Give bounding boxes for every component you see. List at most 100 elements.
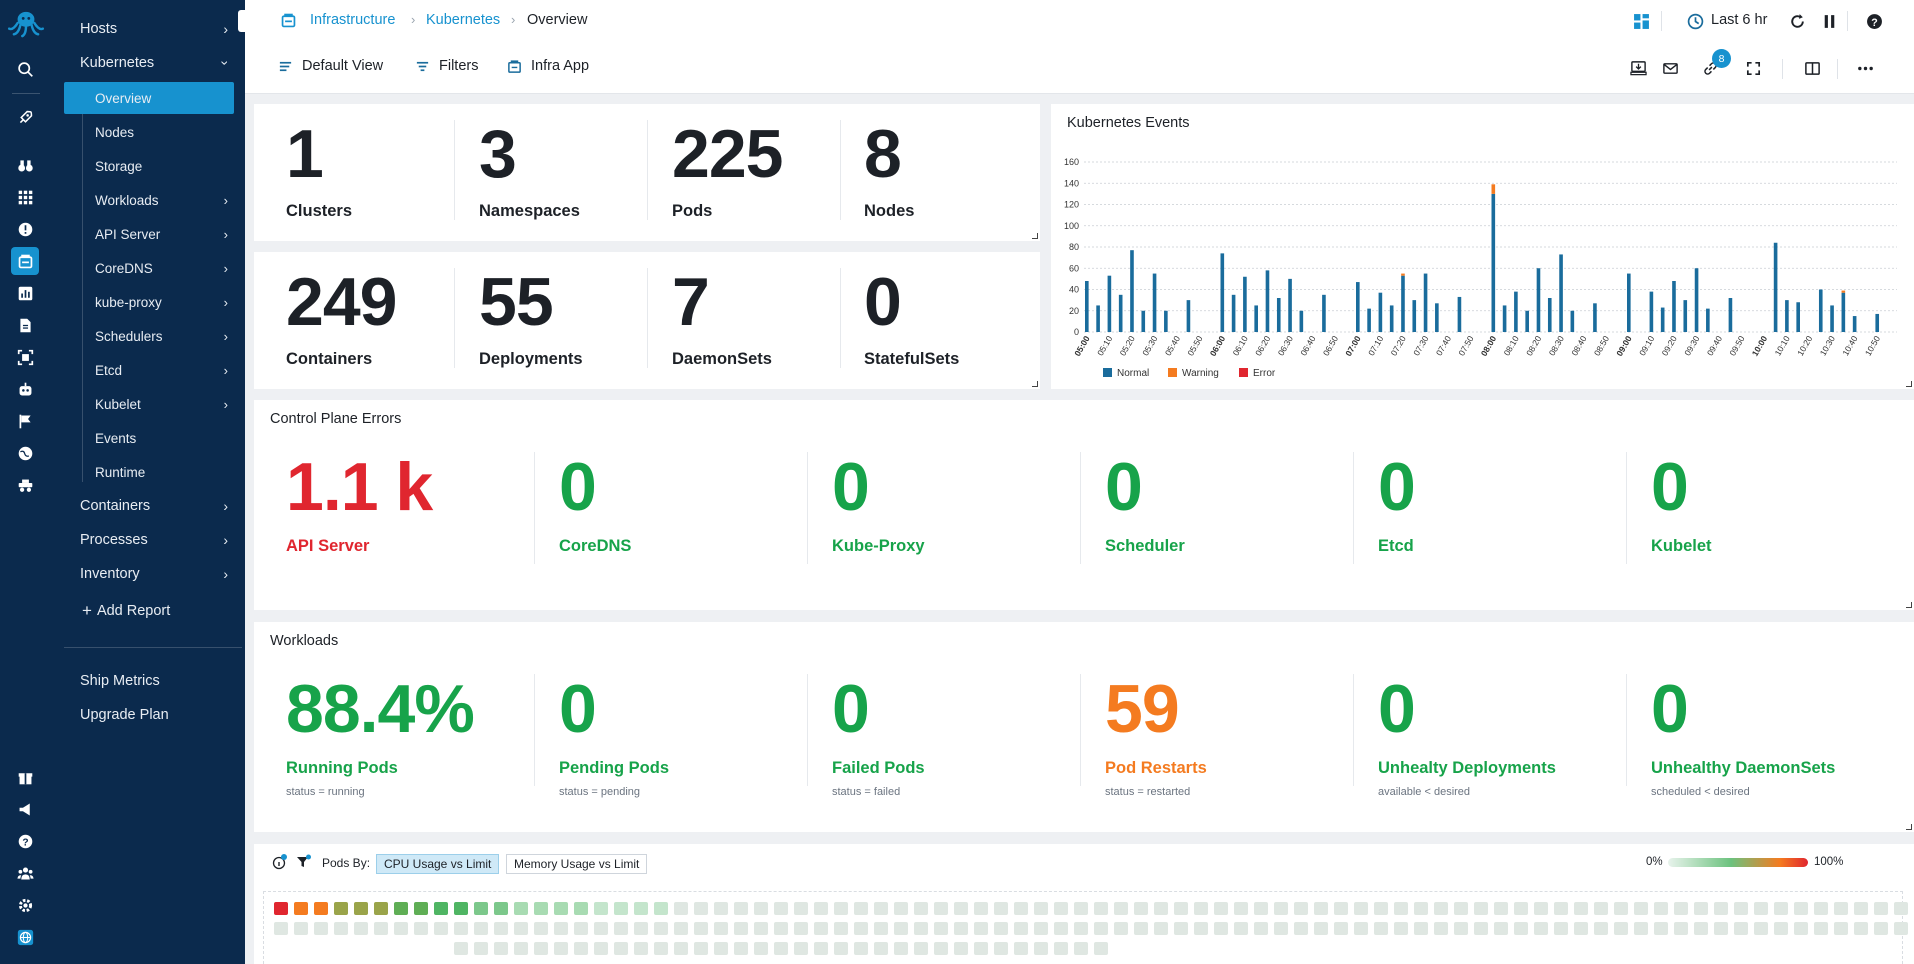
filters-button[interactable]: Filters: [415, 58, 478, 74]
pod-cell[interactable]: [454, 902, 468, 915]
tab-cpu-usage[interactable]: CPU Usage vs Limit: [376, 854, 500, 874]
pod-cell[interactable]: [1694, 922, 1708, 935]
pod-cell[interactable]: [814, 942, 828, 955]
pod-cell[interactable]: [434, 902, 448, 915]
nav-sub-runtime[interactable]: Runtime: [64, 456, 234, 488]
pod-cell[interactable]: [1334, 922, 1348, 935]
pod-cell[interactable]: [1434, 922, 1448, 935]
pod-cell[interactable]: [954, 942, 968, 955]
pod-cell[interactable]: [1874, 922, 1888, 935]
pod-cell[interactable]: [1074, 902, 1088, 915]
pod-cell[interactable]: [1894, 922, 1908, 935]
nav-sub-workloads[interactable]: Workloads ›: [64, 184, 234, 216]
resize-handle-icon[interactable]: [1032, 381, 1038, 387]
pod-cell[interactable]: [1734, 922, 1748, 935]
info-icon[interactable]: [272, 854, 288, 870]
pod-cell[interactable]: [274, 902, 288, 915]
pod-cell[interactable]: [354, 902, 368, 915]
pod-cell[interactable]: [954, 902, 968, 915]
pod-cell[interactable]: [1594, 922, 1608, 935]
nav-sub-etcd[interactable]: Etcd ›: [64, 354, 234, 386]
pod-cell[interactable]: [774, 902, 788, 915]
pod-cell[interactable]: [1514, 922, 1528, 935]
pod-cell[interactable]: [554, 942, 568, 955]
pod-cell[interactable]: [734, 922, 748, 935]
breadcrumb-kubernetes[interactable]: Kubernetes: [426, 12, 501, 28]
pod-cell[interactable]: [1414, 922, 1428, 935]
pod-cell[interactable]: [1454, 922, 1468, 935]
nav-containers[interactable]: Containers ›: [64, 491, 234, 521]
help-icon[interactable]: ?: [14, 830, 36, 852]
pod-cell[interactable]: [1474, 922, 1488, 935]
pod-cell[interactable]: [1194, 902, 1208, 915]
pod-cell[interactable]: [1194, 922, 1208, 935]
nav-sub-overview[interactable]: Overview: [64, 82, 234, 114]
pod-cell[interactable]: [1214, 922, 1228, 935]
binoculars-icon[interactable]: [14, 154, 36, 176]
pod-cell[interactable]: [1714, 902, 1728, 915]
pod-cell[interactable]: [1154, 922, 1168, 935]
pod-cell[interactable]: [534, 902, 548, 915]
pod-cell[interactable]: [654, 902, 668, 915]
pod-cell[interactable]: [414, 902, 428, 915]
pod-cell[interactable]: [494, 902, 508, 915]
pod-cell[interactable]: [774, 942, 788, 955]
pod-cell[interactable]: [774, 922, 788, 935]
robot-icon[interactable]: [14, 378, 36, 400]
pod-cell[interactable]: [1754, 922, 1768, 935]
pod-cell[interactable]: [334, 902, 348, 915]
pod-cell[interactable]: [1354, 902, 1368, 915]
pod-cell[interactable]: [874, 942, 888, 955]
pod-cell[interactable]: [534, 942, 548, 955]
pod-cell[interactable]: [1214, 902, 1228, 915]
resize-handle-icon[interactable]: [1906, 602, 1912, 608]
pod-cell[interactable]: [294, 922, 308, 935]
pod-cell[interactable]: [1134, 902, 1148, 915]
pod-cell[interactable]: [1534, 922, 1548, 935]
pod-cell[interactable]: [794, 902, 808, 915]
pod-cell[interactable]: [1454, 902, 1468, 915]
pod-cell[interactable]: [1814, 922, 1828, 935]
pod-cell[interactable]: [874, 902, 888, 915]
fullscreen-icon[interactable]: [1743, 58, 1763, 78]
pod-cell[interactable]: [1594, 902, 1608, 915]
pod-cell[interactable]: [334, 922, 348, 935]
pod-cell[interactable]: [1074, 942, 1088, 955]
search-icon[interactable]: [14, 58, 36, 80]
pod-cell[interactable]: [714, 902, 728, 915]
pod-cell[interactable]: [1314, 922, 1328, 935]
pod-cell[interactable]: [1534, 902, 1548, 915]
pod-cell[interactable]: [414, 922, 428, 935]
pod-cell[interactable]: [834, 922, 848, 935]
pod-cell[interactable]: [834, 942, 848, 955]
nav-hosts[interactable]: Hosts ›: [64, 14, 234, 44]
pod-cell[interactable]: [1854, 902, 1868, 915]
settings-gear-icon[interactable]: [14, 894, 36, 916]
pod-cell[interactable]: [1074, 922, 1088, 935]
account-globe-icon[interactable]: [14, 926, 36, 948]
pod-cell[interactable]: [994, 922, 1008, 935]
pod-cell[interactable]: [1774, 902, 1788, 915]
pod-cell[interactable]: [1394, 902, 1408, 915]
pod-cell[interactable]: [1794, 922, 1808, 935]
pod-cell[interactable]: [1114, 922, 1128, 935]
pod-cell[interactable]: [1514, 902, 1528, 915]
pod-cell[interactable]: [594, 902, 608, 915]
pod-cell[interactable]: [914, 902, 928, 915]
pod-cell[interactable]: [534, 922, 548, 935]
pod-cell[interactable]: [574, 942, 588, 955]
pod-cell[interactable]: [1254, 922, 1268, 935]
pod-cell[interactable]: [1794, 902, 1808, 915]
octopus-logo-icon[interactable]: [5, 9, 47, 39]
pod-cell[interactable]: [1634, 922, 1648, 935]
pod-cell[interactable]: [674, 942, 688, 955]
nav-sub-kube-proxy[interactable]: kube-proxy ›: [64, 286, 234, 318]
pod-cell[interactable]: [1294, 902, 1308, 915]
pod-cell[interactable]: [1854, 922, 1868, 935]
breadcrumb-infrastructure[interactable]: Infrastructure: [310, 12, 396, 28]
default-view-button[interactable]: Default View: [278, 58, 383, 74]
dashboard-chart-icon[interactable]: [14, 282, 36, 304]
pod-cell[interactable]: [694, 942, 708, 955]
pod-cell[interactable]: [934, 942, 948, 955]
pod-cell[interactable]: [1754, 902, 1768, 915]
